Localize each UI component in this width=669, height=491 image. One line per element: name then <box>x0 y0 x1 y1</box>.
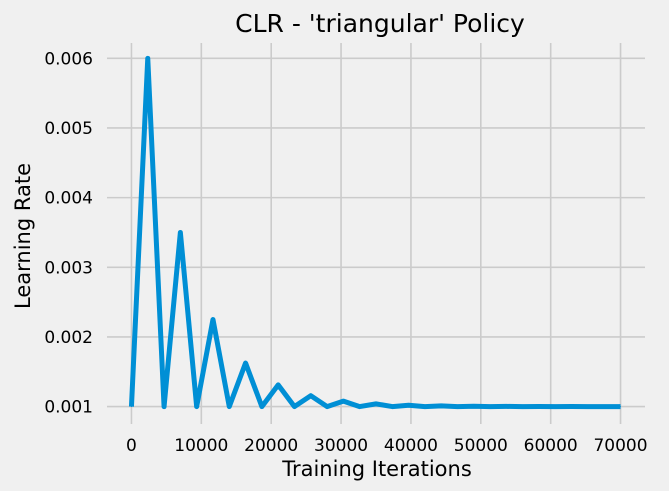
data-point <box>440 405 442 407</box>
series-layer <box>128 55 622 410</box>
y-tick-label: 0.006 <box>44 49 93 69</box>
y-axis-label: Learning Rate <box>11 163 35 309</box>
chart-title: CLR - 'triangular' Policy <box>235 9 525 38</box>
data-point <box>620 406 622 408</box>
x-tick-label: 40000 <box>384 436 438 456</box>
data-point <box>457 406 459 408</box>
x-tick-label: 20000 <box>244 436 298 456</box>
data-point <box>408 404 410 406</box>
x-tick-label: 30000 <box>314 436 368 456</box>
data-point <box>391 406 393 408</box>
data-point <box>473 405 475 407</box>
data-point <box>587 406 589 408</box>
data-point <box>179 231 181 233</box>
tick-labels: 0 10000 20000 30000 40000 50000 60000 70000 0.00… <box>44 49 647 456</box>
data-point <box>163 406 165 408</box>
data-point <box>228 406 230 408</box>
data-point <box>310 395 312 397</box>
x-tick-label: 50000 <box>454 436 508 456</box>
y-tick-label: 0.002 <box>44 328 93 348</box>
y-tick-label: 0.005 <box>44 119 93 139</box>
data-point <box>245 362 247 364</box>
data-point <box>359 406 361 408</box>
x-tick-label: 70000 <box>593 436 647 456</box>
data-point <box>554 406 556 408</box>
data-point <box>342 400 344 402</box>
x-tick-label: 10000 <box>174 436 228 456</box>
x-tick-label: 60000 <box>524 436 578 456</box>
data-point <box>603 406 605 408</box>
data-point <box>375 403 377 405</box>
data-point <box>538 406 540 408</box>
data-point <box>293 406 295 408</box>
data-point <box>489 406 491 408</box>
data-point <box>147 57 149 59</box>
data-point <box>212 319 214 321</box>
x-axis-label: Training Iterations <box>281 457 472 481</box>
data-point <box>326 406 328 408</box>
data-point <box>505 405 507 407</box>
data-point <box>424 406 426 408</box>
y-tick-label: 0.001 <box>44 398 93 418</box>
data-point <box>277 384 279 386</box>
data-point <box>571 406 573 408</box>
data-point <box>196 406 198 408</box>
grid <box>107 43 645 424</box>
data-point <box>261 406 263 408</box>
y-tick-label: 0.004 <box>44 189 93 209</box>
x-tick-label: 0 <box>126 436 137 456</box>
data-point <box>130 406 132 408</box>
y-tick-label: 0.003 <box>44 258 93 278</box>
data-point <box>522 406 524 408</box>
